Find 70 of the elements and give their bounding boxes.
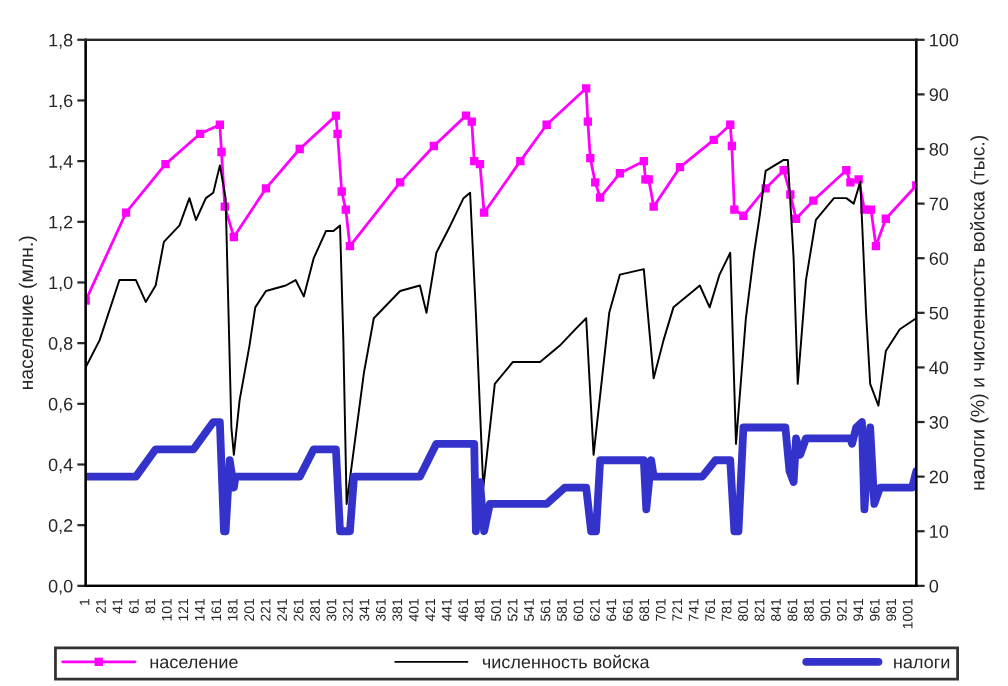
point <box>121 208 131 217</box>
point <box>727 141 737 151</box>
point <box>583 117 592 126</box>
y-tick-label: 0,4 <box>48 458 73 474</box>
point <box>854 175 863 184</box>
y-tick-label: 1,2 <box>49 215 73 231</box>
point <box>846 178 855 187</box>
y-tick-label: 1,8 <box>49 33 73 49</box>
y2-tick-label: 70 <box>929 197 949 211</box>
point <box>215 120 225 129</box>
point <box>596 193 605 202</box>
point <box>730 205 739 214</box>
point <box>591 178 600 187</box>
point <box>542 120 551 129</box>
y-tick-label: 0,8 <box>48 337 73 353</box>
point <box>295 144 304 154</box>
y-tick-label: 1,4 <box>49 155 73 170</box>
y2-tick-label: 90 <box>929 88 949 102</box>
y2-tick-label: 20 <box>929 470 949 484</box>
point <box>467 117 476 126</box>
point <box>217 147 226 157</box>
point <box>261 184 271 193</box>
point <box>475 160 485 169</box>
point <box>649 202 658 211</box>
y-tick-label: 0,0 <box>48 579 73 595</box>
point <box>726 120 735 129</box>
point <box>709 135 718 145</box>
y2-tick-label: 0 <box>929 579 939 593</box>
y2-tick-label: 80 <box>929 142 949 156</box>
point <box>809 196 818 205</box>
y2-tick-label: 60 <box>929 252 949 265</box>
y2-tick-label: 40 <box>929 361 949 375</box>
point <box>461 111 471 120</box>
point <box>615 169 625 178</box>
point <box>161 160 170 169</box>
point <box>871 241 881 251</box>
point <box>675 163 685 172</box>
point <box>229 232 239 242</box>
y-tick-label: 0,2 <box>48 519 73 535</box>
point <box>331 111 341 120</box>
point <box>739 211 748 220</box>
point <box>429 141 439 151</box>
point <box>333 129 342 138</box>
legend-label: население <box>150 658 238 669</box>
y2-axis-title: налоги (%) и численность войска (тыс.) <box>970 135 989 490</box>
point <box>881 214 890 223</box>
y-axis-title: население (млн.) <box>18 236 37 390</box>
line-series <box>85 418 917 536</box>
point <box>842 166 851 175</box>
y-tick-label: 0,6 <box>48 397 73 413</box>
point <box>195 129 205 138</box>
point <box>791 214 801 223</box>
point <box>582 84 591 93</box>
point <box>345 241 355 251</box>
legend-label: налоги <box>894 658 950 669</box>
legend-label: численность войска <box>482 654 650 669</box>
y2-tick-label: 50 <box>929 306 949 320</box>
point <box>395 178 405 187</box>
y2-tick-label: 100 <box>930 33 959 47</box>
y-tick-label: 1,6 <box>49 94 73 110</box>
y-tick-label: 1,0 <box>49 276 73 292</box>
point <box>337 187 346 196</box>
point <box>479 208 489 217</box>
point <box>586 153 595 163</box>
point <box>516 156 525 166</box>
point <box>639 156 648 166</box>
y2-tick-label: 10 <box>930 525 949 538</box>
point <box>341 205 350 214</box>
y2-tick-label: 30 <box>929 415 949 429</box>
point <box>866 205 876 214</box>
